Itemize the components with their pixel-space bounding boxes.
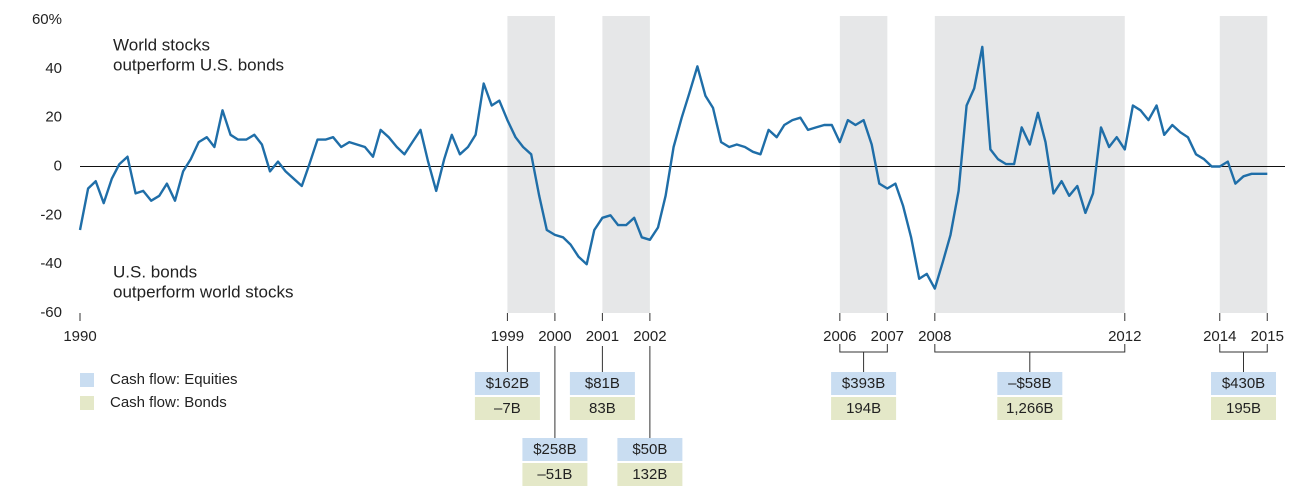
- bracket: [934, 344, 1126, 353]
- shaded-period: [602, 16, 650, 313]
- legend-label: Cash flow: Bonds: [110, 394, 227, 411]
- equities-flow: $81B: [585, 375, 620, 392]
- shaded-period: [507, 16, 555, 313]
- equities-flow: $430B: [1222, 375, 1265, 392]
- bonds-flow: 194B: [846, 400, 881, 417]
- bonds-box: [569, 397, 635, 420]
- bonds-flow: 1,266B: [1006, 400, 1054, 417]
- x-tick-label: 2008: [918, 328, 951, 345]
- equities-box: [831, 372, 897, 395]
- equities-box: [1211, 372, 1277, 395]
- equities-box: [617, 438, 683, 461]
- bonds-box: [997, 397, 1063, 420]
- bonds-box: [522, 463, 588, 486]
- equities-flow: –$58B: [1008, 375, 1051, 392]
- x-tick-label: 2001: [586, 328, 619, 345]
- x-tick-label: 2012: [1108, 328, 1141, 345]
- bonds-box: [831, 397, 897, 420]
- bonds-flow: 195B: [1226, 400, 1261, 417]
- x-tick-label: 2014: [1203, 328, 1236, 345]
- shaded-period: [1219, 16, 1268, 313]
- shaded-period: [934, 16, 1125, 313]
- shaded-period: [839, 16, 888, 313]
- x-tick-label: 1990: [63, 328, 96, 345]
- x-tick-label: 2002: [633, 328, 666, 345]
- bonds-box: [617, 463, 683, 486]
- bonds-flow: 83B: [589, 400, 616, 417]
- bonds-flow: –51B: [537, 466, 572, 483]
- equities-flow: $258B: [533, 441, 576, 458]
- equities-box: [522, 438, 588, 461]
- bonds-flow: 132B: [632, 466, 667, 483]
- y-tick-label: 20: [45, 109, 62, 126]
- bonds-flow: –7B: [494, 400, 521, 417]
- bracket: [839, 344, 888, 353]
- equities-flow: $393B: [842, 375, 885, 392]
- annotation: World stocks: [113, 35, 210, 54]
- equities-box: [997, 372, 1063, 395]
- x-tick-label: 2000: [538, 328, 571, 345]
- legend-label: Cash flow: Equities: [110, 371, 238, 388]
- y-tick-label: -40: [40, 255, 62, 272]
- legend-swatch: [80, 396, 94, 410]
- equities-box: [569, 372, 635, 395]
- annotation: outperform world stocks: [113, 282, 293, 301]
- bracket: [1219, 344, 1268, 353]
- y-tick-label: -60: [40, 304, 62, 321]
- x-tick-label: 2007: [871, 328, 904, 345]
- x-tick-label: 1999: [491, 328, 524, 345]
- y-tick-label: -20: [40, 206, 62, 223]
- data-line: [78, 45, 1268, 290]
- y-tick-label: 60%: [32, 11, 62, 28]
- y-tick-label: 40: [45, 60, 62, 77]
- x-tick-label: 2015: [1251, 328, 1284, 345]
- equities-flow: $162B: [486, 375, 529, 392]
- annotation: outperform U.S. bonds: [113, 55, 284, 74]
- equities-flow: $50B: [632, 441, 667, 458]
- bonds-box: [1211, 397, 1277, 420]
- x-tick-label: 2006: [823, 328, 856, 345]
- equities-box: [474, 372, 540, 395]
- y-tick-label: 0: [54, 157, 62, 174]
- annotation: U.S. bonds: [113, 262, 197, 281]
- bonds-box: [474, 397, 540, 420]
- legend-swatch: [80, 373, 94, 387]
